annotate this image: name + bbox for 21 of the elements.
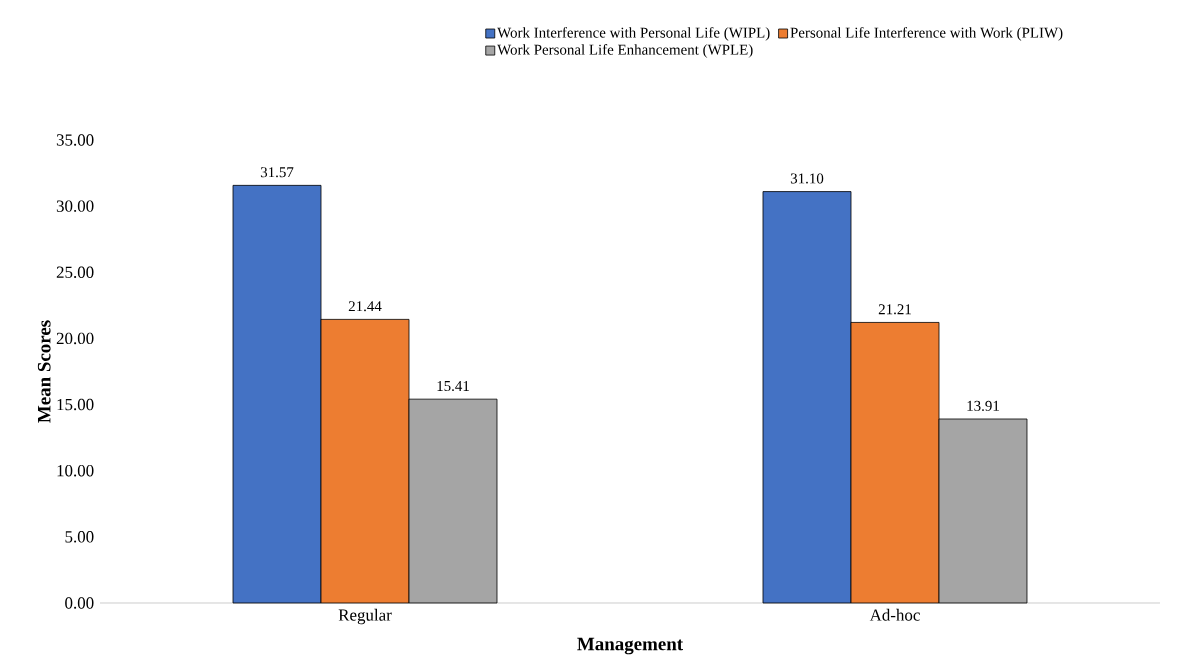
- y-tick-label: 10.00: [57, 464, 94, 477]
- data-label: 31.57: [260, 167, 294, 178]
- data-label: 31.10: [790, 173, 824, 184]
- y-tick-label: 5.00: [65, 531, 94, 543]
- data-label: 21.21: [878, 304, 911, 315]
- legend-label: Personal Life Interference with Work (PLIW): [790, 27, 1063, 41]
- x-axis-title: Management: [577, 637, 684, 655]
- legend-label: Work Personal Life Enhancement (WPLE): [497, 44, 753, 58]
- data-label: 21.44: [348, 301, 382, 312]
- y-tick-label: 25.00: [56, 266, 94, 279]
- legend-label: Work Interference with Personal Life (WIPL): [497, 27, 770, 41]
- y-tick-label: 20.00: [56, 332, 94, 345]
- x-tick-label: Regular: [338, 608, 392, 625]
- data-label: 15.41: [437, 381, 469, 392]
- x-tick-label: Ad-hoc: [869, 608, 920, 621]
- y-tick-label: 15.00: [57, 398, 94, 411]
- y-tick-label: 35.00: [56, 134, 94, 146]
- y-tick-label: 30.00: [56, 200, 94, 212]
- y-axis-title: Mean Scores: [37, 320, 51, 423]
- y-tick-label: 0.00: [65, 597, 94, 609]
- data-label: 13.91: [967, 400, 999, 411]
